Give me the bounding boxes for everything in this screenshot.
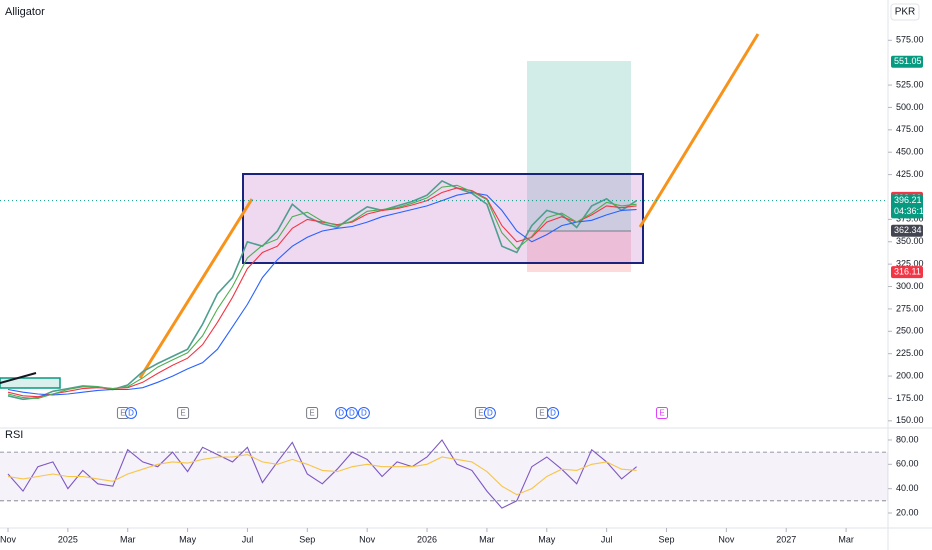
x-tick-label: 2027 [776,534,796,544]
x-tick-label: Mar [120,534,136,544]
price-countdown: 04:36:12 [894,206,929,216]
price-tag [891,55,923,68]
price-tag-label: 362.34 [894,225,922,235]
y-tick-label: 475.00 [896,124,924,134]
trend-line-orange [138,198,254,379]
event-label: D [550,409,556,418]
y-tick-label: 150.00 [896,415,924,425]
y-tick-label: 80.00 [896,434,919,444]
x-tick-label: Sep [299,534,315,544]
y-tick-label: 225.00 [896,348,924,358]
x-tick-label: Jul [242,534,254,544]
y-tick-label: 450.00 [896,147,924,157]
price-tag [891,194,923,219]
y-tick-label: 275.00 [896,303,924,313]
y-tick-label: 500.00 [896,102,924,112]
small-box [0,377,61,389]
event-marker [547,407,560,419]
y-tick-label: 250.00 [896,326,924,336]
event-marker [483,407,496,419]
price-tag [891,224,923,237]
event-marker [177,407,190,419]
event-label: D [349,409,355,418]
y-tick-label: 325.00 [896,259,924,269]
x-tick-label: 2025 [58,534,78,544]
x-tick-label: Nov [0,534,16,544]
event-label: E [539,409,544,418]
y-tick-label: 20.00 [896,507,919,517]
y-tick-label: 425.00 [896,169,924,179]
currency: PKR [895,7,916,18]
event-label: E [180,409,185,418]
x-tick-label: Nov [359,534,376,544]
long-loss-zone [527,231,631,272]
x-tick-label: Mar [479,534,495,544]
y-tick-label: 200.00 [896,370,924,380]
indicator-title: Alligator [5,6,45,18]
price-tag-label: 316.11 [894,266,921,276]
y-tick-label: 300.00 [896,281,924,291]
y-tick-label: 375.00 [896,214,924,224]
event-label: E [659,409,664,418]
event-label: E [478,409,483,418]
y-tick-label: 175.00 [896,393,924,403]
x-tick-label: May [179,534,197,544]
x-tick-label: 2026 [417,534,437,544]
series-line [7,191,637,396]
trend-line-black [0,372,37,384]
long-profit-zone [527,61,631,231]
y-tick-label: 60.00 [896,459,919,469]
event-marker [345,407,358,419]
event-marker [656,407,669,419]
y-tick-label: 350.00 [896,236,924,246]
event-label: D [487,409,493,418]
event-label: E [309,409,314,418]
x-tick-label: Sep [658,534,674,544]
event-label: D [338,409,344,418]
event-marker [357,407,370,419]
event-marker [125,407,138,419]
rsi-title: RSI [5,429,23,441]
series-line [7,439,637,509]
currency-box[interactable] [890,3,920,21]
series-line [7,184,637,400]
y-tick-label: 40.00 [896,483,919,493]
series-line [7,454,637,496]
price-tag [891,266,923,279]
event-label: E [120,409,125,418]
rsi-band [0,452,888,501]
x-tick-label: Mar [838,534,854,544]
trend-line-orange [638,33,760,228]
price-tag-label: 551.05 [894,56,922,66]
event-label: D [128,409,134,418]
x-tick-label: May [538,534,556,544]
event-label: D [361,409,367,418]
x-tick-label: Nov [718,534,735,544]
y-tick-label: 525.00 [896,79,924,89]
price-tag-label: 396.21 [894,195,922,205]
x-tick-label: Jul [601,534,613,544]
event-marker [306,407,319,419]
y-tick-label: 575.00 [896,35,924,45]
